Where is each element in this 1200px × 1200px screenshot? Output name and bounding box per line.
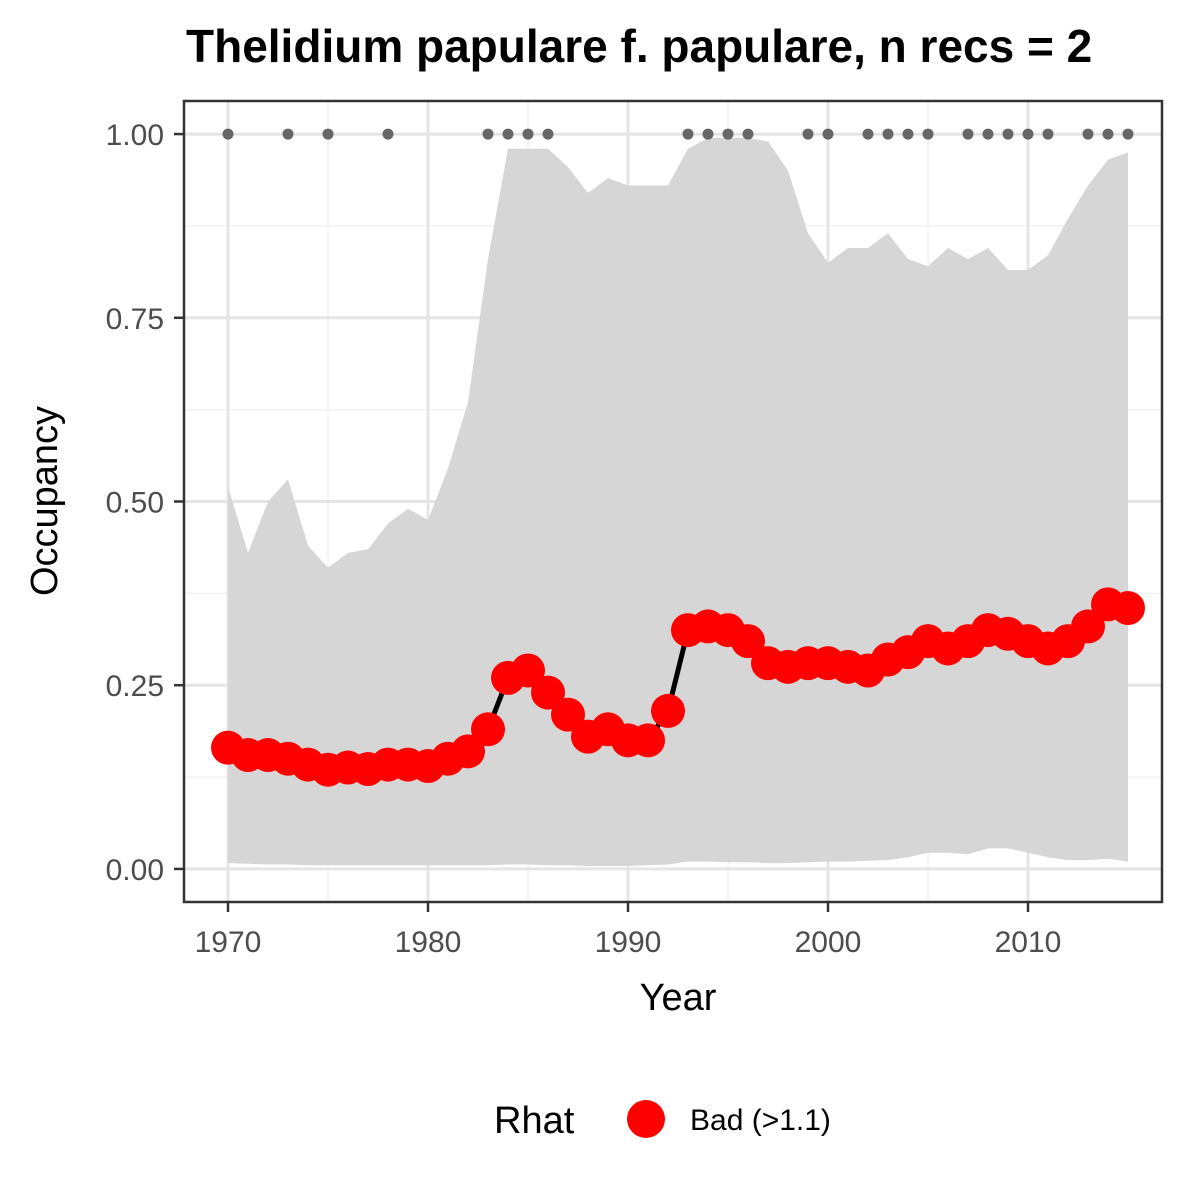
y-tick-label: 0.00 (106, 854, 164, 887)
occupancy-point (1071, 609, 1105, 644)
legend-title: Rhat (494, 1100, 575, 1142)
record-dot (802, 128, 814, 140)
record-dot (702, 128, 714, 140)
x-axis: 1970 1980 1990 2000 2010 (195, 902, 1062, 959)
y-tick-label: 1.00 (106, 119, 164, 152)
occupancy-point (651, 693, 685, 728)
y-tick-label: 0.75 (106, 303, 164, 336)
x-tick-label: 1970 (195, 926, 262, 959)
record-dot (682, 128, 694, 140)
legend-label-bad: Bad (>1.1) (690, 1104, 831, 1137)
record-dot (1022, 128, 1034, 140)
y-tick-label: 0.50 (106, 487, 164, 520)
plot-panel (182, 99, 1164, 904)
x-tick-label: 1980 (395, 926, 462, 959)
occupancy-point (731, 624, 765, 659)
record-dot (1002, 128, 1014, 140)
occupancy-point (531, 675, 565, 710)
occupancy-point (631, 723, 665, 758)
record-dot (822, 128, 834, 140)
record-dot (502, 128, 514, 140)
y-axis: 0.00 0.25 0.50 0.75 1.00 (106, 119, 184, 887)
x-tick-label: 1990 (595, 926, 662, 959)
occupancy-point (451, 734, 485, 769)
occupancy-point (471, 712, 505, 747)
occupancy-point (1111, 591, 1145, 626)
record-dot (1102, 128, 1114, 140)
legend-key-bad (627, 1100, 665, 1138)
record-dot (742, 128, 754, 140)
record-dot (882, 128, 894, 140)
occupancy-point (511, 653, 545, 688)
record-dot (722, 128, 734, 140)
y-axis-title: Occupancy (24, 406, 66, 596)
record-dot (902, 128, 914, 140)
credible-interval-ribbon (228, 137, 1128, 866)
record-dot (922, 128, 934, 140)
occupancy-point (551, 697, 585, 732)
record-dot (282, 128, 294, 140)
record-dot (1042, 128, 1054, 140)
record-dot (322, 128, 334, 140)
record-dot (482, 128, 494, 140)
record-dot (962, 128, 974, 140)
record-dot (862, 128, 874, 140)
record-dot (542, 128, 554, 140)
x-tick-label: 2010 (995, 926, 1062, 959)
record-dot (522, 128, 534, 140)
occupancy-points (211, 587, 1145, 787)
record-dot (982, 128, 994, 140)
record-dot (1122, 128, 1134, 140)
chart-title: Thelidium papulare f. papulare, n recs =… (186, 20, 1092, 72)
x-tick-label: 2000 (795, 926, 862, 959)
y-tick-label: 0.25 (106, 670, 164, 703)
x-axis-title: Year (640, 977, 717, 1019)
legend: Rhat Bad (>1.1) (494, 1100, 831, 1142)
record-dot (222, 128, 234, 140)
record-dot (1082, 128, 1094, 140)
record-dot (382, 128, 394, 140)
record-markers (222, 128, 1134, 140)
